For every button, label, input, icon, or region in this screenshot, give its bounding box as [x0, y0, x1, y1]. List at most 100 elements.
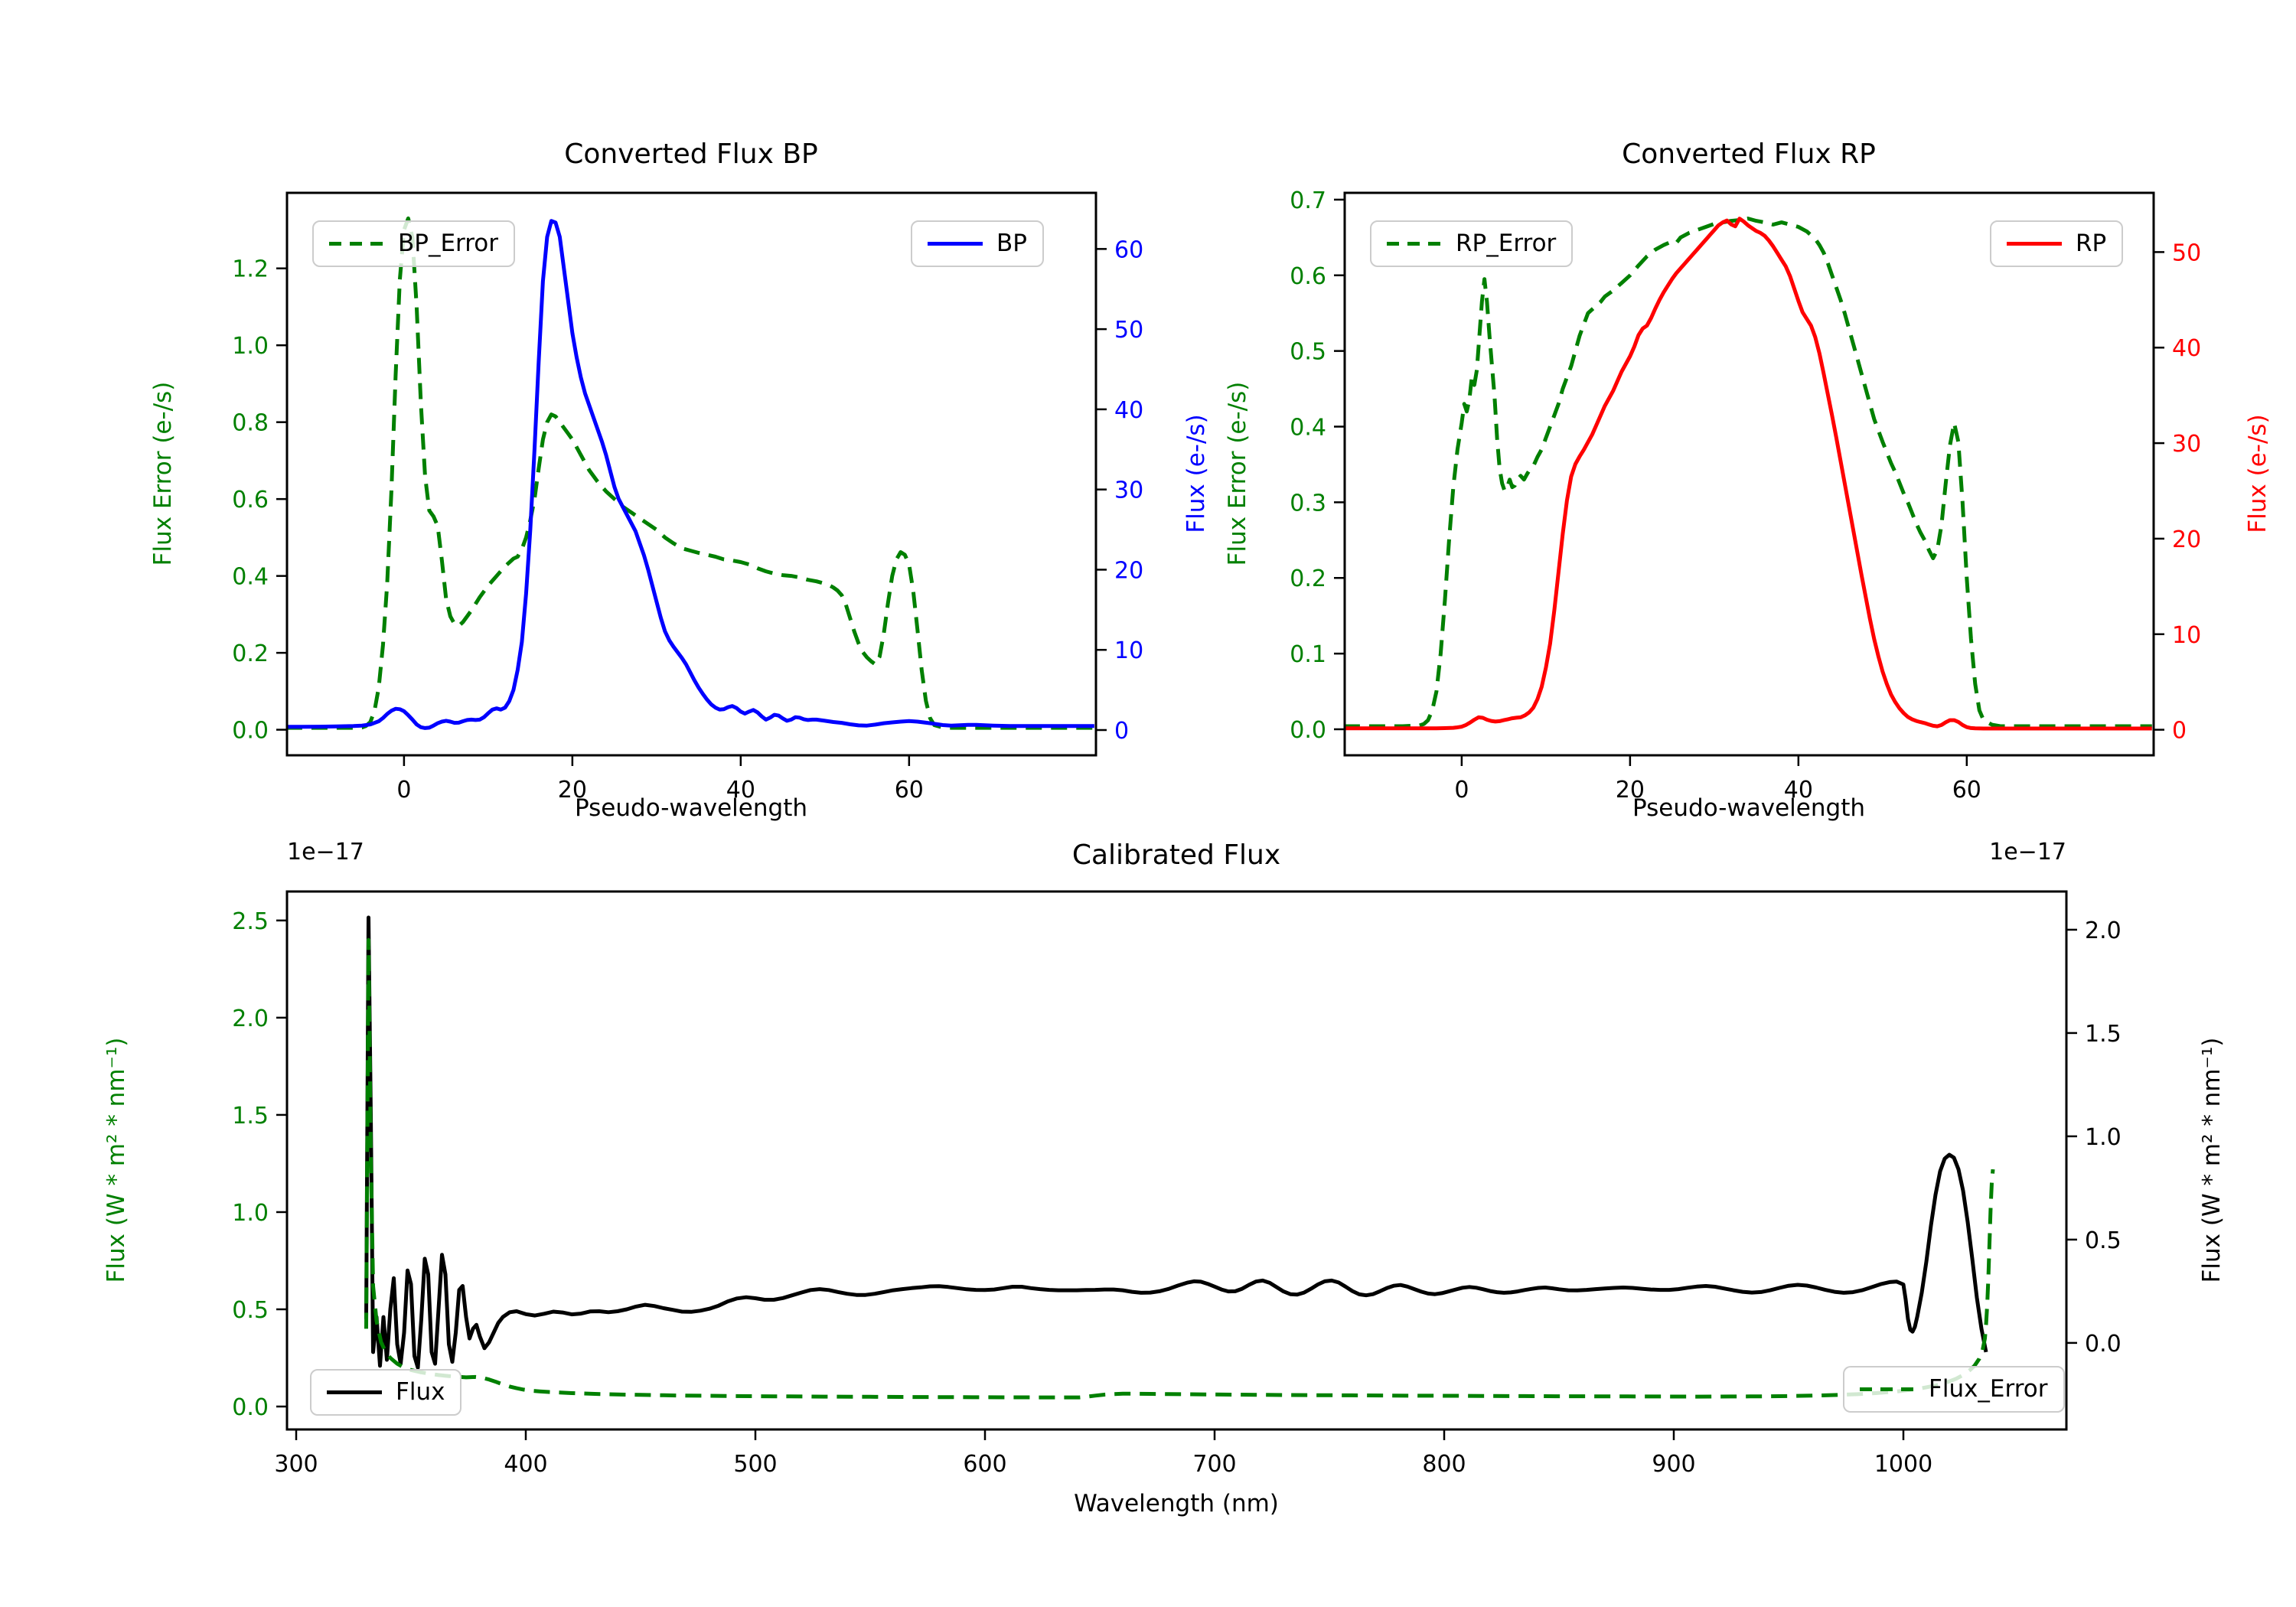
tick-label: 10: [1114, 637, 1143, 664]
tick-label: 1.0: [232, 1200, 269, 1227]
tick-label: 0.0: [232, 1394, 269, 1421]
tick-label: 600: [963, 1451, 1006, 1478]
bp-left-yaxis-label: Flux Error (e-/s): [149, 381, 177, 566]
calibrated-left-yaxis-label: Flux (W * m² * nm⁻¹): [103, 1037, 130, 1283]
tick-label: 2.0: [2085, 918, 2122, 944]
rp-legend-line-icon: [2007, 242, 2062, 246]
tick-label: 0.2: [232, 641, 269, 667]
tick-label: 20: [1114, 557, 1143, 584]
tick-label: 0.0: [1290, 717, 1326, 744]
rp-curve: [1345, 217, 2152, 731]
tick-label: 1.5: [232, 1103, 269, 1129]
rp-error-curve: [1345, 217, 2152, 729]
right-axis-offset-text: 1e−17: [1989, 839, 2066, 865]
tick-label: 1.5: [2085, 1021, 2122, 1048]
calibrated-flux-right-ticks: 0.0 0.5 1.0 1.5 2.0: [2066, 918, 2122, 1358]
flux-legend-label: Flux: [396, 1378, 445, 1406]
tick-label: 50: [1114, 317, 1143, 344]
bp-xaxis-label: Pseudo-wavelength: [574, 794, 808, 822]
tick-label: 0.6: [232, 487, 269, 513]
rp-error-legend-line-icon: [1387, 242, 1442, 246]
flux-error-curve: [364, 937, 1995, 1400]
rp-right-yaxis-label: Flux (e-/s): [2244, 414, 2272, 533]
flux-error-legend: Flux_Error: [1843, 1366, 2065, 1413]
tick-label: 30: [2172, 431, 2201, 458]
bp-subplot-title: Converted Flux BP: [564, 139, 818, 170]
tick-label: 0.3: [1290, 490, 1326, 517]
tick-label: 2.0: [232, 1006, 269, 1032]
bp-error-legend-line-icon: [329, 242, 384, 246]
rp-error-legend-label: RP_Error: [1456, 230, 1557, 257]
tick-label: 40: [1114, 397, 1143, 424]
flux-error-legend-label: Flux_Error: [1929, 1375, 2048, 1403]
bp-legend: BP: [911, 220, 1044, 268]
rp-legend-label: RP: [2076, 230, 2107, 257]
tick-label: 0.8: [232, 410, 269, 437]
tick-label: 40: [1784, 777, 1813, 804]
tick-label: 0: [1454, 777, 1469, 804]
tick-label: 300: [274, 1451, 318, 1478]
tick-label: 0.5: [2085, 1227, 2122, 1254]
tick-label: 0.1: [1290, 641, 1326, 668]
tick-label: 700: [1192, 1451, 1236, 1478]
tick-label: 0.6: [1290, 263, 1326, 290]
flux-legend-line-icon: [327, 1390, 382, 1395]
tick-label: 0.0: [232, 718, 269, 745]
tick-label: 1000: [1874, 1451, 1932, 1478]
tick-label: 900: [1652, 1451, 1695, 1478]
left-axis-offset-text: 1e−17: [287, 839, 364, 865]
converted-flux-bp-right-ticks: 0 10 20 30 40 50 60: [1096, 236, 1143, 745]
tick-label: 60: [1952, 777, 1981, 804]
calibrated-flux-axes-frame: [285, 890, 2068, 1431]
flux-legend: Flux: [310, 1369, 462, 1416]
calibrated-right-yaxis-label: Flux (W * m² * nm⁻¹): [2198, 1037, 2226, 1283]
flux-curve: [364, 915, 1988, 1370]
tick-label: 60: [1114, 236, 1143, 263]
tick-label: 50: [2172, 240, 2201, 266]
tick-label: 0: [2172, 718, 2187, 745]
converted-flux-rp-right-ticks: 0 10 20 30 40 50: [2154, 240, 2201, 745]
calibrated-flux-curves: [364, 915, 1995, 1400]
tick-label: 10: [2172, 622, 2201, 649]
converted-flux-bp-left-ticks: 0.0 0.2 0.4 0.6 0.8 1.0 1.2: [232, 256, 287, 745]
converted-flux-bp-curves: [287, 216, 1094, 730]
calibrated-flux-left-ticks: 0.0 0.5 1.0 1.5 2.0 2.5: [232, 908, 287, 1421]
rp-subplot-title: Converted Flux RP: [1622, 139, 1876, 170]
tick-label: 1.0: [232, 333, 269, 360]
tick-label: 60: [895, 777, 924, 804]
converted-flux-rp-left-ticks: 0.0 0.1 0.2 0.3 0.4 0.5 0.6 0.7: [1290, 187, 1345, 744]
tick-label: 0.5: [232, 1297, 269, 1324]
rp-error-legend: RP_Error: [1370, 220, 1574, 268]
flux-error-legend-line-icon: [1860, 1387, 1915, 1392]
tick-label: 40: [2172, 335, 2201, 362]
calibrated-flux-x-ticks: 300 400 500 600 700 800 900 1000: [274, 1429, 1932, 1478]
converted-flux-bp-x-ticks: 0 20 40 60: [396, 755, 924, 804]
rp-left-yaxis-label: Flux Error (e-/s): [1224, 381, 1251, 566]
tick-label: 40: [726, 777, 755, 804]
converted-flux-rp-curves: [1345, 217, 2152, 731]
converted-flux-rp-axes-frame: [1343, 191, 2155, 757]
tick-label: 30: [1114, 478, 1143, 504]
tick-label: 2.5: [232, 908, 269, 935]
tick-label: 800: [1422, 1451, 1466, 1478]
tick-label: 20: [558, 777, 587, 804]
tick-label: 0.0: [2085, 1331, 2122, 1358]
rp-xaxis-label: Pseudo-wavelength: [1632, 794, 1866, 822]
tick-label: 400: [504, 1451, 547, 1478]
calibrated-xaxis-label: Wavelength (nm): [1074, 1490, 1279, 1517]
tick-label: 0.2: [1290, 566, 1326, 592]
calibrated-subplot-title: Calibrated Flux: [1071, 839, 1281, 871]
tick-label: 1.2: [232, 256, 269, 283]
tick-label: 0.7: [1290, 187, 1326, 214]
bp-right-yaxis-label: Flux (e-/s): [1182, 414, 1210, 533]
converted-flux-rp-x-ticks: 0 20 40 60: [1454, 755, 1981, 804]
rp-legend: RP: [1990, 220, 2124, 268]
bp-error-legend-label: BP_Error: [398, 230, 499, 257]
tick-label: 500: [733, 1451, 777, 1478]
tick-label: 0: [1114, 718, 1129, 745]
tick-label: 0: [396, 777, 411, 804]
tick-label: 1.0: [2085, 1124, 2122, 1151]
tick-label: 20: [2172, 526, 2201, 553]
